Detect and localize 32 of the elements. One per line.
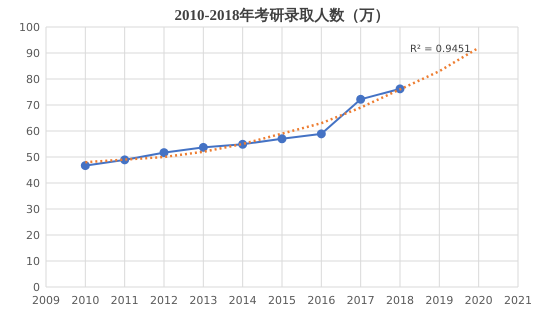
x-tick-label: 2009 bbox=[32, 294, 60, 307]
x-tick-label: 2012 bbox=[150, 294, 178, 307]
x-tick-label: 2021 bbox=[504, 294, 532, 307]
point bbox=[198, 142, 208, 152]
x-tick-label: 2014 bbox=[228, 294, 257, 307]
x-tick-label: 2015 bbox=[268, 294, 296, 307]
point bbox=[160, 148, 168, 158]
y-tick-label: 70 bbox=[26, 99, 40, 112]
y-tick-label: 20 bbox=[26, 229, 40, 242]
y-tick-label: 0 bbox=[33, 281, 40, 294]
x-tick-label: 2011 bbox=[110, 294, 139, 307]
point bbox=[278, 134, 286, 144]
y-tick-label: 40 bbox=[26, 177, 40, 190]
annotation: R² = 0.9451 bbox=[410, 44, 471, 55]
x-tick-label: 2010 bbox=[71, 294, 100, 307]
x-tick-label: 2013 bbox=[189, 294, 218, 307]
y-tick-label: 50 bbox=[26, 151, 40, 164]
y-tick-label: 10 bbox=[26, 255, 40, 268]
chart-title: 2010-2018年考研录取人数（万） bbox=[174, 7, 390, 24]
y-tick-label: 30 bbox=[26, 203, 40, 216]
point bbox=[356, 94, 366, 104]
x-tick-label: 2017 bbox=[346, 294, 375, 307]
x-tick-label: 2016 bbox=[307, 294, 336, 307]
y-tick-label: 80 bbox=[26, 73, 40, 86]
point bbox=[316, 129, 326, 138]
point bbox=[80, 161, 90, 170]
y-tick-label: 60 bbox=[26, 125, 40, 138]
x-tick-label: 2019 bbox=[425, 294, 454, 307]
y-tick-label: 90 bbox=[26, 47, 40, 60]
x-tick-label: 2020 bbox=[464, 294, 493, 307]
x-tick-label: 2018 bbox=[386, 294, 414, 307]
y-tick-label: 100 bbox=[19, 21, 40, 34]
